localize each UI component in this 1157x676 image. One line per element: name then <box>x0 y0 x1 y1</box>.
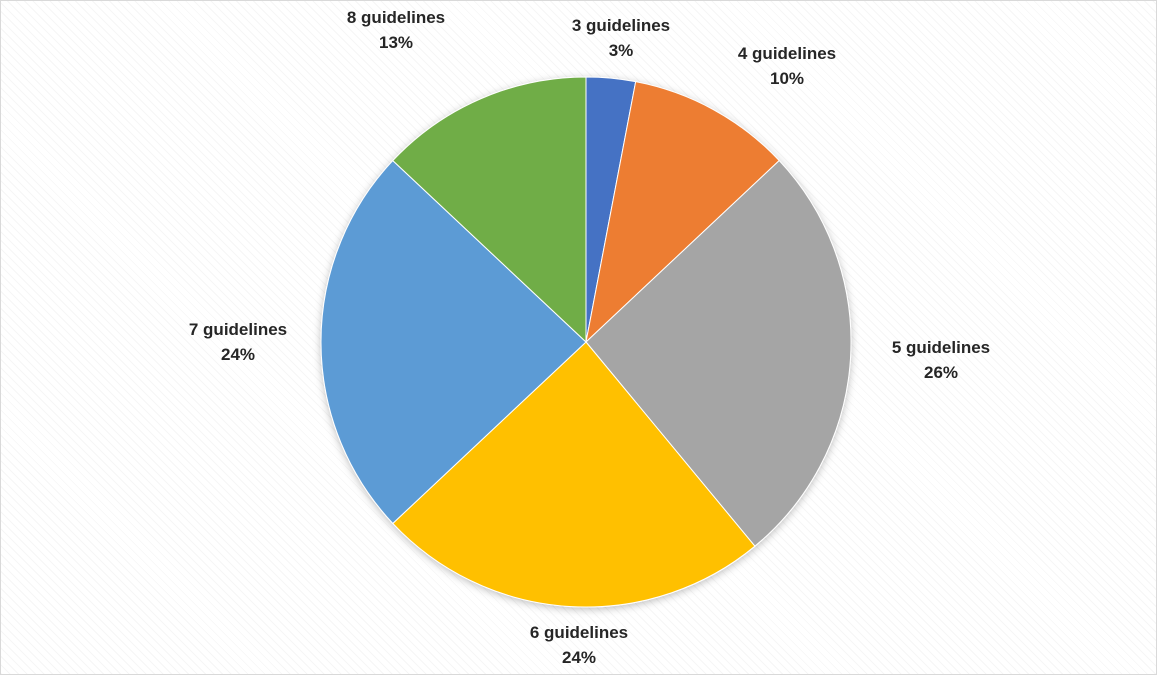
slice-label-6-guidelines: 6 guidelines <box>530 623 628 642</box>
pie-slice-7-guidelines <box>320 159 587 525</box>
slice-label-8-guidelines: 8 guidelines <box>347 8 445 27</box>
slice-percent-8-guidelines: 13% <box>379 33 413 52</box>
pie-slice-5-guidelines <box>585 159 852 547</box>
slice-label-4-guidelines: 4 guidelines <box>738 44 836 63</box>
slice-percent-7-guidelines: 24% <box>221 345 255 364</box>
slice-percent-3-guidelines: 3% <box>609 41 634 60</box>
pie-slice-4-guidelines <box>585 81 780 344</box>
pie-slice-6-guidelines <box>392 341 756 608</box>
pie-slice-8-guidelines <box>392 76 587 344</box>
slice-label-5-guidelines: 5 guidelines <box>892 338 990 357</box>
slice-label-7-guidelines: 7 guidelines <box>189 320 287 339</box>
pie-slices <box>320 76 852 608</box>
slice-percent-5-guidelines: 26% <box>924 363 958 382</box>
pie-data-labels: 3 guidelines 3% 4 guidelines 10% 5 guideline… <box>189 8 990 667</box>
slice-percent-4-guidelines: 10% <box>770 69 804 88</box>
slice-percent-6-guidelines: 24% <box>562 648 596 667</box>
slice-label-3-guidelines: 3 guidelines <box>572 16 670 35</box>
